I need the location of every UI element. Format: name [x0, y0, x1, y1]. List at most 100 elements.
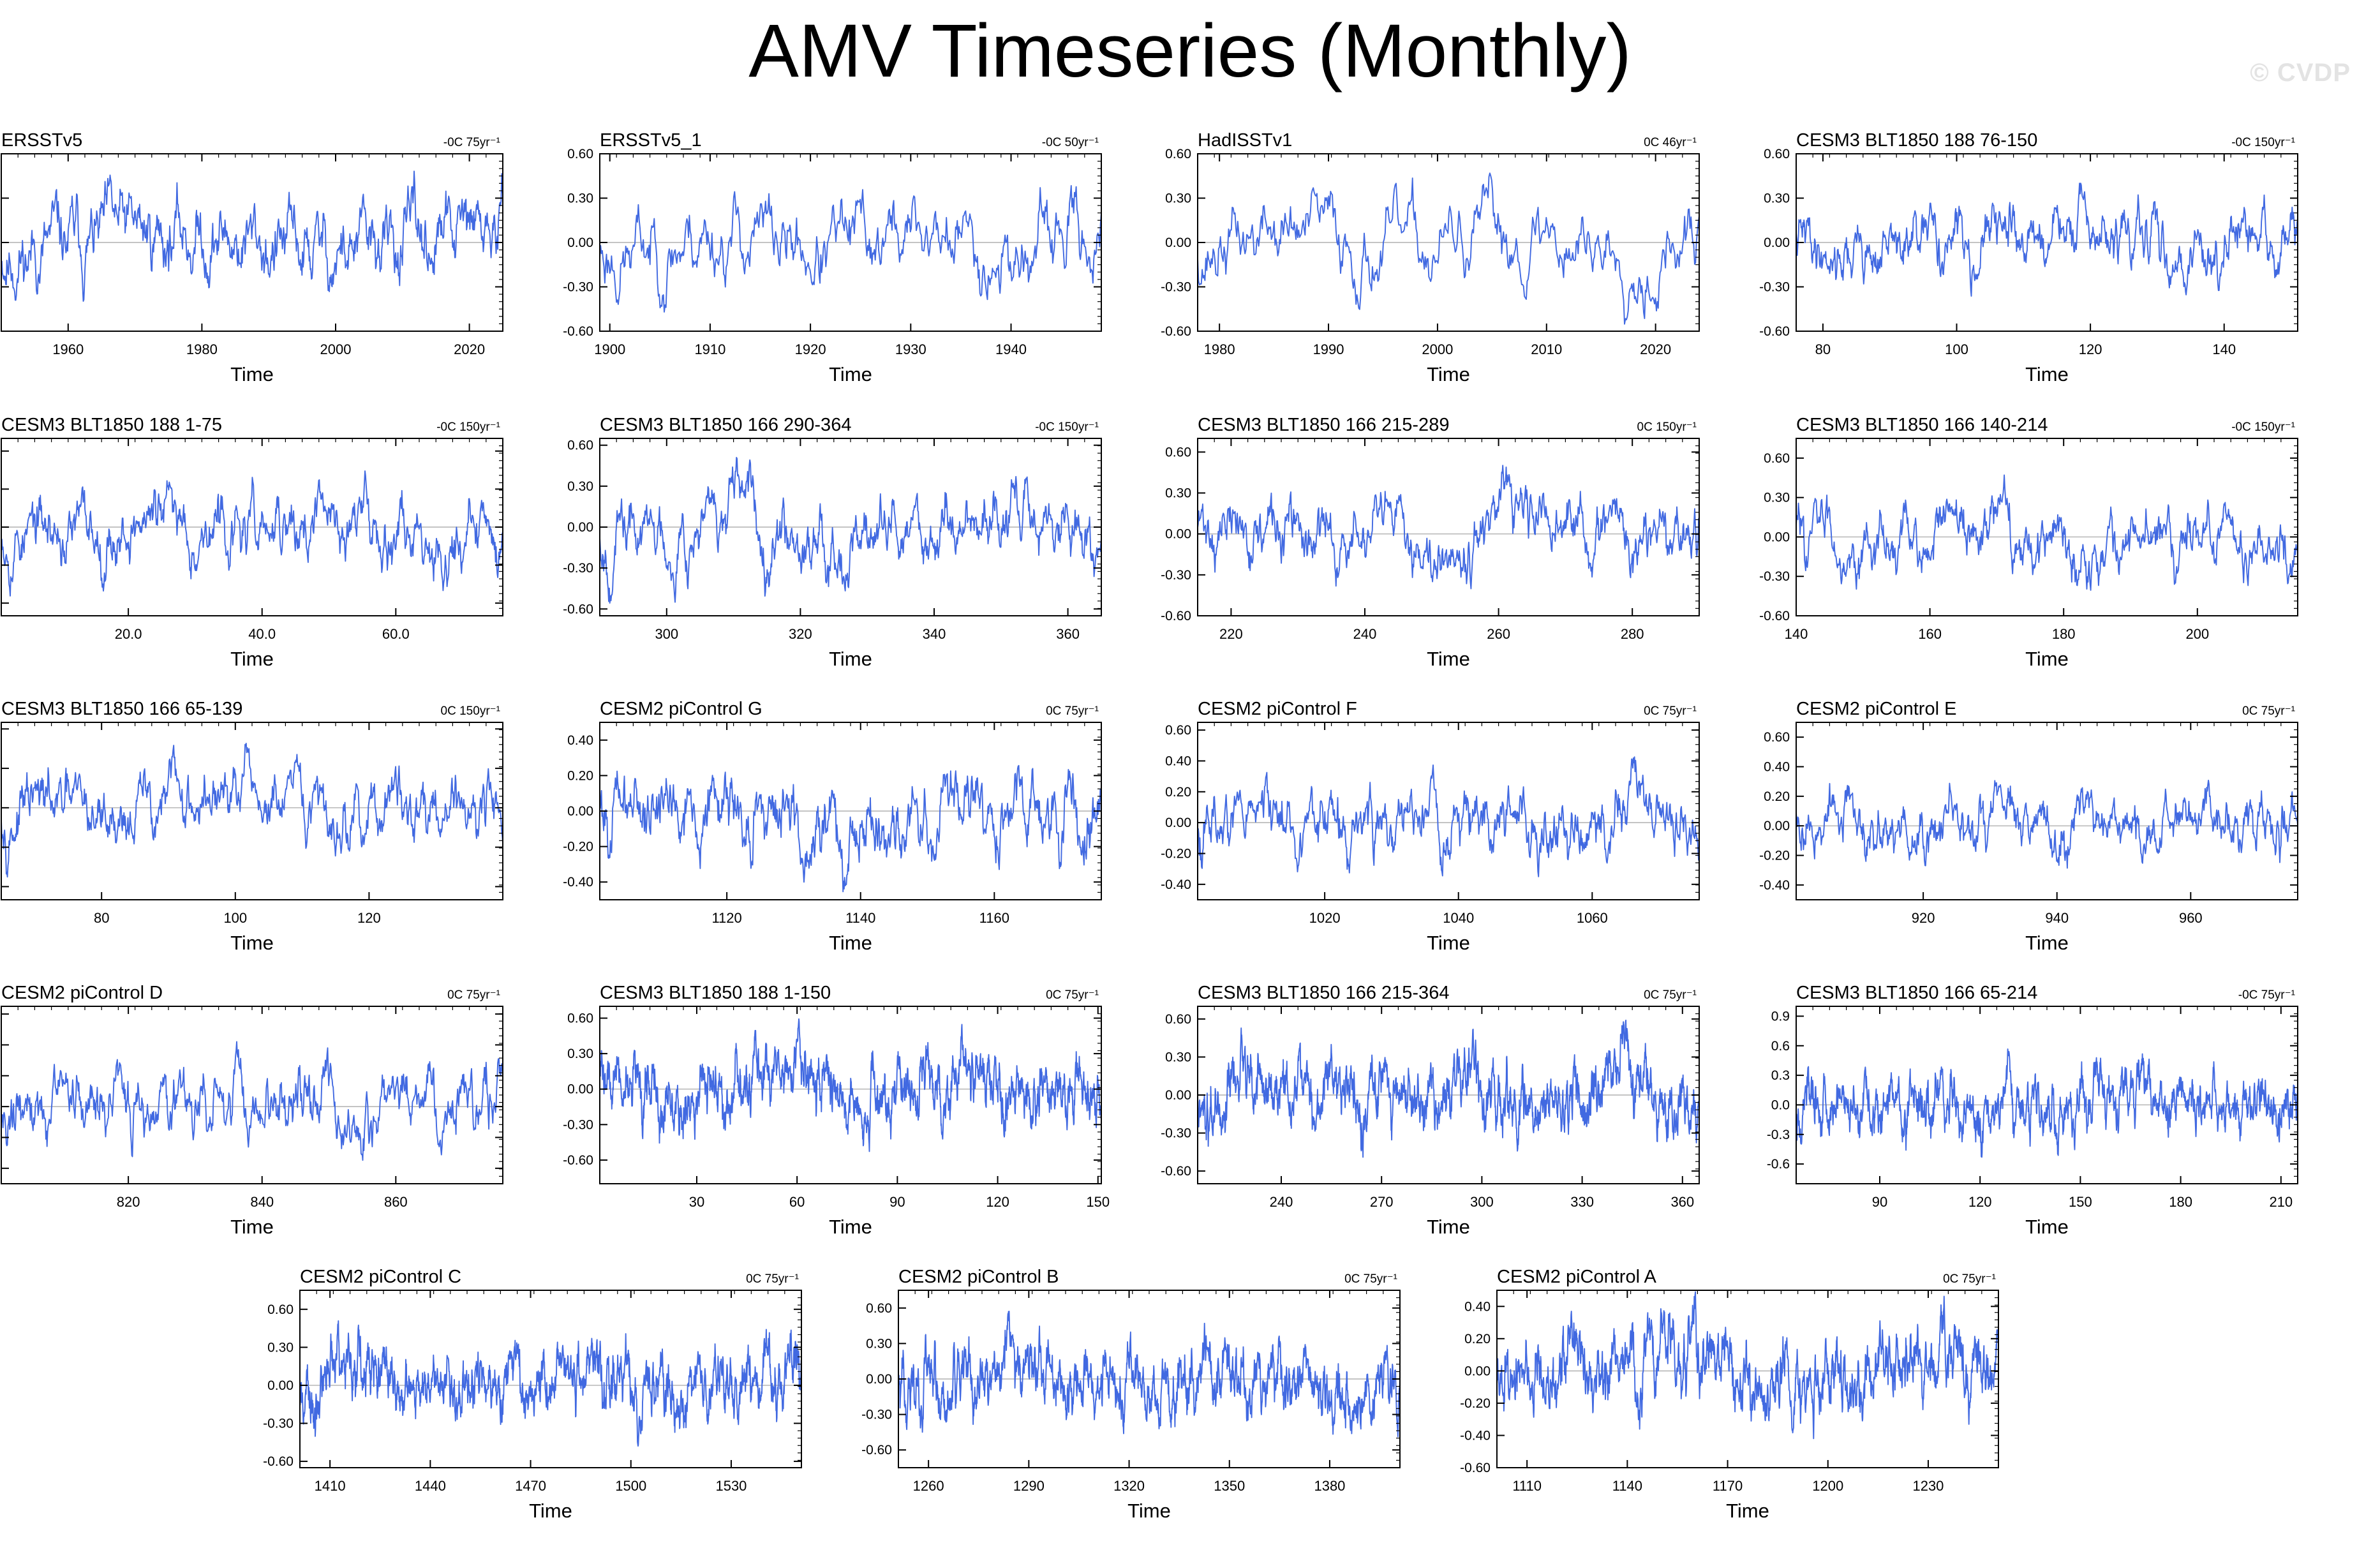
y-tick-label: 0.00	[1764, 235, 1790, 250]
y-tick-label: 0.00	[567, 520, 593, 535]
x-tick-label: 180	[2169, 1194, 2192, 1210]
x-tick-label: 60.0	[382, 626, 410, 642]
x-tick-label: 80	[94, 910, 109, 926]
x-tick-label: 1930	[895, 341, 926, 357]
amv-series-line	[1796, 779, 2298, 869]
panel-title: CESM3 BLT1850 188 1-150	[600, 983, 831, 1003]
x-tick-label: 2020	[1640, 341, 1671, 357]
x-tick-label: 1530	[715, 1478, 747, 1494]
x-axis-title: Time	[529, 1500, 572, 1522]
y-tick-label: 0.60	[1165, 445, 1191, 459]
y-tick-label: 0.00	[1165, 235, 1191, 250]
y-tick-label: -0.30	[1161, 1126, 1191, 1141]
y-tick-label: -0.60	[1759, 324, 1790, 339]
y-tick-label: 0.60	[1165, 147, 1191, 161]
x-tick-label: 1140	[845, 910, 875, 926]
y-tick-label: 0.60	[567, 147, 593, 161]
panel-title: HadISSTv1	[1198, 130, 1292, 151]
y-tick-label: 0.9	[1771, 1009, 1790, 1024]
amv-panel-2: ERSSTv5_1 -0C 50yr⁻¹ -0.60 -0.30 0.00 0.30 0.6…	[563, 130, 1102, 385]
x-tick-label: 1380	[1314, 1478, 1345, 1494]
amv-series-line	[1, 743, 503, 878]
x-tick-label: 270	[1370, 1194, 1394, 1210]
x-axis-title: Time	[2025, 1216, 2069, 1238]
x-tick-label: 280	[1621, 626, 1644, 642]
x-axis-title: Time	[1427, 932, 1470, 954]
panel-title: CESM2 piControl D	[1, 983, 163, 1003]
y-tick-label: 0.60	[567, 438, 593, 453]
x-tick-label: 320	[789, 626, 812, 642]
y-tick-label: -0.60	[1161, 609, 1191, 623]
amv-panel-19: CESM2 piControl A 0C 75yr⁻¹ -0.60 -0.40 -0.2…	[1460, 1267, 1999, 1522]
x-tick-label: 2020	[454, 341, 485, 357]
x-tick-label: 100	[1945, 341, 1968, 357]
x-tick-label: 1910	[694, 341, 725, 357]
x-tick-label: 960	[2179, 910, 2203, 926]
amv-series-line	[1, 470, 503, 597]
y-tick-label: 0.40	[1165, 754, 1191, 768]
panel-title: CESM2 piControl E	[1796, 699, 1956, 719]
trend-label: -0C 150yr⁻¹	[2231, 421, 2295, 434]
trend-label: 0C 75yr⁻¹	[1644, 704, 1697, 718]
x-tick-label: 840	[250, 1194, 274, 1210]
x-tick-label: 820	[117, 1194, 140, 1210]
x-tick-label: 1170	[1713, 1478, 1743, 1494]
x-tick-label: 1350	[1214, 1478, 1245, 1494]
cvdp-watermark: © CVDP	[2250, 59, 2351, 87]
panel-title: CESM2 piControl B	[898, 1267, 1059, 1287]
x-axis-title: Time	[1726, 1500, 1769, 1522]
amv-panel-17: CESM2 piControl C 0C 75yr⁻¹ -0.60 -0.30 0.00…	[263, 1267, 802, 1522]
y-tick-label: 0.30	[1165, 191, 1191, 206]
y-tick-label: 0.30	[267, 1340, 294, 1355]
y-tick-label: 0.20	[567, 768, 593, 783]
x-tick-label: 1110	[1512, 1478, 1542, 1494]
trend-label: -0C 75yr⁻¹	[443, 136, 500, 149]
x-tick-label: 20.0	[115, 626, 142, 642]
y-tick-label: 0.00	[267, 1378, 294, 1393]
amv-panel-14: CESM3 BLT1850 188 1-150 0C 75yr⁻¹ -0.60 -0.…	[563, 983, 1110, 1238]
amv-series-line	[1496, 1291, 1999, 1440]
y-tick-label: 0.30	[1764, 491, 1790, 505]
y-tick-label: 0.0	[1771, 1098, 1790, 1112]
x-axis-title: Time	[829, 932, 872, 954]
y-tick-label: -0.30	[861, 1408, 892, 1422]
y-tick-label: 0.40	[567, 733, 593, 748]
trend-label: 0C 150yr⁻¹	[441, 704, 500, 718]
y-tick-label: -0.60	[263, 1454, 294, 1469]
trend-label: 0C 75yr⁻¹	[1046, 704, 1099, 718]
panel-title: CESM3 BLT1850 188 1-75	[1, 415, 222, 435]
y-tick-label: 0.00	[567, 1082, 593, 1097]
amv-series-line	[1197, 756, 1700, 877]
x-axis-title: Time	[1427, 363, 1470, 385]
plot-frame	[1796, 438, 2298, 616]
trend-label: -0C 150yr⁻¹	[2231, 136, 2295, 149]
amv-series-line	[898, 1311, 1401, 1438]
x-tick-label: 860	[384, 1194, 408, 1210]
x-tick-label: 120	[2079, 341, 2102, 357]
panel-title: CESM2 piControl F	[1198, 699, 1357, 719]
trend-label: 0C 75yr⁻¹	[447, 988, 500, 1002]
y-tick-label: -0.60	[563, 1153, 593, 1168]
y-tick-label: 0.60	[866, 1301, 892, 1316]
y-tick-label: 0.00	[1165, 1088, 1191, 1103]
y-tick-label: 0.40	[1764, 760, 1790, 775]
x-axis-title: Time	[829, 648, 872, 670]
y-tick-label: -0.60	[861, 1443, 892, 1457]
x-tick-label: 360	[1670, 1194, 1694, 1210]
y-tick-label: 0.60	[1764, 451, 1790, 466]
panel-title: CESM2 piControl A	[1497, 1267, 1656, 1287]
trend-label: -0C 50yr⁻¹	[1042, 136, 1099, 149]
y-tick-label: 0.60	[1764, 730, 1790, 745]
x-tick-label: 150	[2069, 1194, 2092, 1210]
y-tick-label: 0.60	[567, 1011, 593, 1026]
plot-frame	[1197, 438, 1700, 616]
y-tick-label: 0.30	[567, 1047, 593, 1061]
trend-label: 0C 75yr⁻¹	[1644, 988, 1697, 1002]
x-tick-label: 180	[2052, 626, 2076, 642]
x-axis-title: Time	[2025, 363, 2069, 385]
amv-panel-4: CESM3 BLT1850 188 76-150 -0C 150yr⁻¹ -0.60…	[1759, 130, 2298, 385]
x-tick-label: 1260	[913, 1478, 944, 1494]
x-tick-label: 240	[1353, 626, 1377, 642]
x-tick-label: 40.0	[248, 626, 276, 642]
y-tick-label: 0.00	[567, 804, 593, 819]
